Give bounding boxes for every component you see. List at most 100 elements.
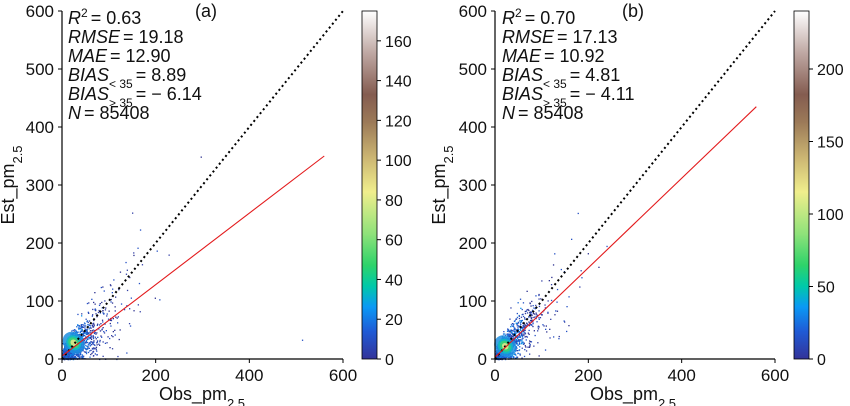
scatter-point: [545, 328, 547, 330]
scatter-point: [92, 335, 94, 337]
scatter-point: [65, 355, 68, 358]
scatter-point: [93, 301, 95, 304]
scatter-point: [533, 313, 535, 315]
scatter-point: [517, 302, 519, 304]
scatter-point: [111, 335, 113, 337]
scatter-point: [526, 336, 528, 338]
scatter-point: [105, 330, 107, 332]
scatter-point: [564, 321, 566, 323]
scatter-point: [85, 340, 87, 342]
scatter-point: [88, 343, 90, 345]
scatter-point: [75, 330, 78, 333]
scatter-point: [99, 341, 101, 343]
scatter-point: [511, 355, 514, 357]
scatter-point: [90, 353, 92, 356]
scatter-point: [531, 300, 533, 303]
y-axis-label-a: Est_pm2.5: [0, 145, 25, 224]
scatter-point: [514, 340, 516, 342]
scatter-point: [103, 331, 105, 333]
scatter-point: [515, 330, 517, 332]
mae-label-b: MAE: [502, 46, 542, 66]
y-tick-label: 400: [459, 118, 487, 137]
scatter-point: [112, 288, 114, 290]
scatter-point: [81, 330, 83, 332]
scatter-point: [102, 312, 104, 314]
n-label-b: N: [502, 103, 516, 123]
x-axis-label-a: Obs_pm2.5: [159, 384, 245, 406]
scatter-point: [86, 341, 89, 344]
scatter-point: [551, 276, 553, 279]
scatter-point: [110, 298, 112, 301]
scatter-point: [78, 326, 80, 328]
scatter-point: [117, 355, 119, 358]
colorbar-a: 0 20 40 60 80 100 120 140 160: [361, 10, 412, 369]
scatter-point: [85, 332, 88, 334]
y-label-main-b: Est_pm: [429, 164, 450, 225]
scatter-point: [84, 342, 87, 344]
scatter-point: [109, 337, 111, 340]
scatter-point: [92, 342, 94, 344]
scatter-point: [92, 323, 94, 325]
scatter-point: [66, 354, 68, 356]
scatter-point: [541, 314, 543, 316]
scatter-point: [537, 330, 539, 332]
scatter-point: [515, 349, 517, 351]
scatter-point: [496, 357, 498, 359]
scatter-point: [93, 322, 95, 324]
scatter-point: [95, 309, 97, 311]
bias-gt-sub-b: > 35: [543, 96, 567, 110]
scatter-point: [78, 325, 80, 327]
scatter-point: [114, 334, 116, 336]
scatter-point: [522, 302, 525, 304]
scatter-point: [64, 348, 66, 350]
panel-label-a: (a): [195, 1, 217, 21]
scatter-point: [536, 314, 539, 316]
scatter-point: [94, 292, 96, 294]
scatter-point: [521, 333, 523, 335]
scatter-point: [83, 334, 85, 337]
scatter-point: [85, 333, 87, 335]
scatter-point: [517, 336, 519, 339]
scatter-point: [523, 330, 525, 332]
scatter-point: [74, 357, 77, 359]
scatter-point: [526, 309, 528, 311]
scatter-point: [139, 311, 141, 313]
scatter-point: [83, 332, 86, 334]
scatter-point: [96, 354, 98, 356]
scatter-point: [514, 333, 516, 335]
scatter-point: [503, 331, 505, 333]
scatter-point: [95, 338, 97, 340]
scatter-point: [84, 325, 86, 327]
scatter-point: [82, 350, 84, 352]
scatter-point: [528, 325, 530, 327]
scatter-point: [111, 348, 114, 350]
y-ticks-a: 0 100 200 300 400 500 600: [26, 2, 62, 369]
scatter-point: [112, 336, 114, 338]
scatter-point: [532, 325, 534, 328]
scatter-point: [532, 305, 534, 307]
scatter-point: [532, 323, 534, 325]
scatter-point: [99, 344, 101, 346]
scatter-point: [521, 335, 524, 337]
scatter-point: [563, 320, 565, 322]
scatter-point: [539, 317, 542, 319]
mae-value-a: = 12.90: [110, 46, 171, 66]
scatter-point: [129, 308, 131, 310]
scatter-point: [518, 315, 520, 317]
scatter-point: [126, 305, 128, 307]
scatter-point: [94, 303, 96, 305]
scatter-point: [529, 319, 532, 322]
scatter-point: [516, 342, 518, 344]
scatter-point: [528, 333, 530, 335]
bias-lt-sub-a: < 35: [109, 77, 133, 91]
scatter-point: [516, 356, 518, 358]
scatter-point: [98, 328, 100, 330]
scatter-point: [511, 329, 513, 331]
scatter-point: [89, 344, 91, 346]
scatter-point: [509, 333, 511, 335]
scatter-point: [62, 355, 64, 357]
scatter-point: [525, 339, 527, 341]
y-tick-label: 0: [45, 350, 54, 369]
scatter-point: [96, 340, 99, 342]
scatter-point: [101, 328, 103, 330]
